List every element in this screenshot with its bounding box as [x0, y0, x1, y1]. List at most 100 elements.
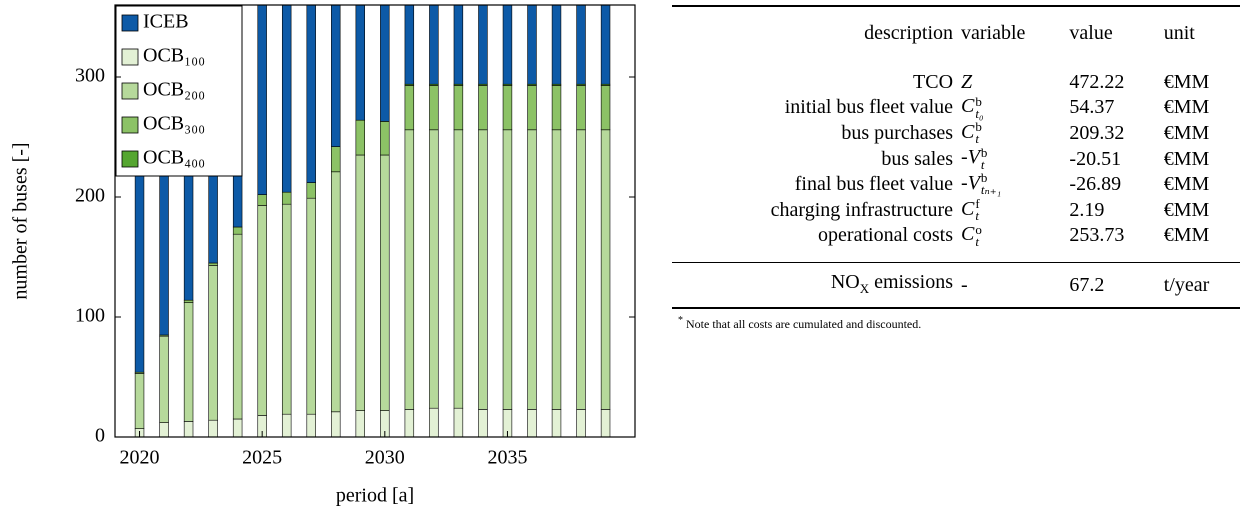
bar-segment — [281, 203, 292, 415]
value: -26.89 — [1069, 173, 1122, 196]
bar-segment — [331, 411, 341, 437]
bar-segment — [576, 409, 586, 437]
bar-segment — [331, 5, 341, 147]
bar-segment — [404, 409, 415, 437]
variable-scripts: b t₀ — [975, 95, 984, 121]
unit: €MM — [1163, 121, 1210, 144]
column-header: unit — [1163, 22, 1195, 44]
variable-sub: t₀ — [975, 105, 984, 121]
description-part: emissions — [869, 270, 954, 293]
variable-base: C — [961, 120, 975, 143]
bar-segment — [306, 5, 316, 183]
table-row: final bus fleet value -V b tₙ₊₁ -26.89 €MM — [672, 171, 1240, 197]
legend-label: ICEB — [143, 11, 189, 33]
y-tick-label: 200 — [75, 185, 105, 207]
bar-segment — [576, 85, 586, 131]
bar-segment — [429, 5, 439, 85]
description: bus purchases — [841, 121, 954, 144]
y-tick-label: 300 — [75, 65, 105, 87]
value: 54.37 — [1069, 96, 1115, 119]
bar-segment — [257, 194, 267, 206]
variable-sup: o — [975, 221, 982, 237]
bar-segment — [331, 171, 341, 413]
table: description variable value unit TCO Z 472.22 €… — [672, 5, 1240, 309]
bar-segment — [551, 5, 562, 85]
variable-base: V — [967, 146, 980, 169]
plot-frame — [114, 4, 636, 438]
bar-segment — [527, 85, 537, 131]
bar-segment — [380, 154, 390, 411]
bar-segment — [551, 85, 562, 131]
chart: number of buses [-] period [a] ICEB OCB₁₀… — [10, 4, 636, 507]
column-header: value — [1069, 22, 1113, 44]
bar-segment — [257, 205, 267, 416]
variable-sup: b — [980, 144, 988, 160]
x-tick-label: 2020 — [120, 447, 160, 469]
unit: €MM — [1163, 224, 1210, 247]
bar-segment — [429, 85, 439, 131]
bar-segment — [502, 129, 513, 410]
description: initial bus fleet value — [784, 96, 954, 119]
variable-sup: f — [975, 195, 980, 211]
bar-segment — [281, 413, 292, 437]
bar-segment — [232, 233, 243, 420]
legend-swatch — [121, 48, 139, 66]
bar-segment — [600, 129, 611, 410]
unit: €MM — [1163, 147, 1210, 170]
bar-segment — [576, 129, 586, 410]
bar-segment — [159, 422, 169, 437]
table-row: bus sales -V b t -20.51 €MM — [672, 146, 1240, 172]
variable-sub: t — [975, 233, 979, 249]
description: NOX emissions — [672, 262, 958, 309]
bar-segment — [355, 410, 365, 437]
variable: -V b t — [957, 146, 1065, 172]
bar-segment — [306, 197, 316, 415]
bar-segment — [134, 373, 145, 429]
value: -20.51 — [1069, 147, 1122, 170]
legend-swatch — [121, 14, 139, 32]
bar-segment — [355, 119, 365, 156]
value: 67.2 — [1065, 262, 1160, 309]
bar-segment — [380, 5, 390, 122]
description: bus sales — [881, 147, 954, 170]
legend-label: OCB₄₀₀ — [143, 147, 205, 169]
bar-segment — [527, 129, 537, 410]
bar-segment — [478, 85, 488, 131]
bar-segment — [281, 5, 292, 193]
variable-sup: b — [975, 119, 982, 135]
bar-segment — [380, 121, 390, 156]
x-tick-label: 2025 — [242, 447, 282, 469]
value: 209.32 — [1069, 121, 1125, 144]
column-header: variable — [961, 22, 1026, 44]
bar-segment — [306, 413, 316, 437]
legend-swatch — [121, 116, 139, 134]
bar-segment — [404, 85, 415, 131]
value: 253.73 — [1069, 224, 1125, 247]
value: 2.19 — [1069, 198, 1105, 221]
bar-segment — [429, 407, 439, 437]
bar-segment — [232, 418, 243, 437]
value: 472.22 — [1069, 70, 1125, 93]
variable: -V b tₙ₊₁ — [957, 171, 1065, 197]
bar-segment — [527, 409, 537, 437]
variable: Z — [957, 59, 1065, 95]
x-axis-label: period [a] — [336, 485, 414, 507]
variable-base: C — [961, 197, 975, 220]
variable-base: V — [967, 171, 980, 194]
variable-base: C — [961, 95, 975, 118]
bar-segment — [453, 85, 464, 131]
bar-segment — [183, 299, 194, 303]
bar-segment — [600, 409, 611, 437]
bar-segment — [404, 129, 415, 410]
legend: ICEB OCB₁₀₀ OCB₂₀₀ OCB₃₀₀ OCB₄₀₀ — [115, 5, 243, 177]
table-panel: description variable value unit TCO Z 472.22 €… — [672, 5, 1240, 332]
variable-sub: tₙ₊₁ — [980, 182, 1002, 198]
bar-segment — [429, 129, 439, 409]
